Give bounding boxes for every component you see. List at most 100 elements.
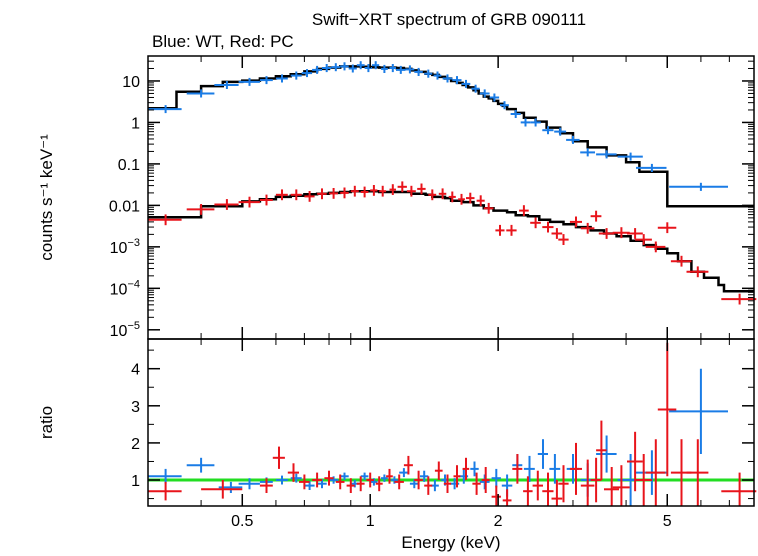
ratio-point-wt (238, 478, 260, 490)
spectrum-point-pc (542, 221, 554, 233)
ratio-point-wt (275, 475, 288, 485)
ratio-point-pc (472, 472, 481, 495)
spectrum-point-pc (495, 224, 505, 236)
spectrum-point-wt (479, 89, 490, 98)
spectrum-point-pc (275, 189, 288, 201)
spectrum-y-ticks: 10 1 0.1 0.01 10−3 10−4 10−5 (109, 55, 754, 340)
ratio-point-pc (434, 461, 443, 480)
spectrum-point-pc (635, 234, 652, 245)
ratio-y-tick-label: 1 (131, 473, 140, 490)
spectrum-point-wt (471, 84, 480, 93)
spectrum-point-pc (627, 228, 643, 239)
spectrum-point-wt (214, 81, 239, 89)
spectrum-point-pc (448, 191, 456, 203)
ratio-point-pc (386, 468, 393, 484)
ratio-point-pc (356, 476, 365, 492)
ratio-point-wt (669, 368, 728, 454)
ratio-point-pc (403, 455, 413, 475)
ratio-point-wt (186, 457, 215, 473)
ratio-point-pc (580, 459, 595, 506)
spectrum-point-pc (438, 188, 447, 200)
ratio-point-pc (462, 457, 470, 480)
spectrum-point-wt (301, 69, 313, 78)
ratio-point-wt (523, 455, 535, 482)
spectrum-point-wt (520, 118, 531, 127)
ratio-point-pc (657, 342, 677, 477)
spectrum-point-wt (372, 61, 380, 70)
spectrum-point-pc (721, 293, 757, 305)
ratio-y-tick-label: 3 (131, 399, 140, 416)
spectrum-point-pc (598, 228, 615, 239)
spectrum-point-wt (259, 76, 273, 85)
spectrum-point-wt (580, 148, 595, 157)
ratio-point-pc (491, 485, 501, 506)
spectrum-point-pc (329, 188, 338, 199)
spectrum-point-pc (340, 187, 349, 199)
spectrum-y-tick-label: 10−4 (110, 278, 140, 298)
spectrum-point-pc (238, 196, 260, 208)
spectrum-x-ticks (147, 56, 755, 339)
model-curve-pc (148, 189, 754, 293)
ratio-point-wt (596, 435, 617, 473)
spectrum-point-pc (417, 183, 426, 195)
ratio-x-ticks: 0.5 1 2 5 (147, 339, 755, 530)
spectrum-point-pc (317, 188, 327, 200)
spectrum-point-wt (530, 118, 541, 127)
ratio-point-wt (340, 472, 349, 480)
ratio-point-pc (612, 465, 630, 506)
spectrum-point-pc (397, 181, 407, 193)
ratio-point-pc (523, 476, 533, 506)
ratio-point-pc (375, 476, 383, 492)
ratio-point-pc (532, 470, 543, 501)
spectrum-point-wt (340, 62, 349, 71)
spectrum-point-wt (461, 79, 471, 88)
spectrum-point-wt (381, 64, 388, 73)
spectrum-point-wt (322, 64, 332, 73)
chart-title: Swift−XRT spectrum of GRB 090111 (312, 10, 586, 29)
x-axis-label: Energy (keV) (401, 533, 500, 552)
ratio-point-wt (549, 454, 561, 484)
spectrum-point-wt (148, 105, 182, 114)
ratio-y-axis-label: ratio (37, 406, 56, 439)
spectrum-point-pc (466, 192, 475, 204)
ratio-point-pc (148, 481, 182, 501)
spectrum-point-wt (500, 101, 509, 110)
spectrum-point-pc (506, 224, 517, 236)
spectrum-point-pc (483, 202, 494, 214)
spectrum-point-pc (350, 185, 359, 197)
spectrum-y-tick-label: 1 (131, 115, 140, 132)
ratio-point-pc (335, 474, 345, 490)
spectrum-y-tick-label: 10−5 (110, 320, 140, 340)
ratio-point-pc (502, 489, 512, 506)
spectrum-y-tick-label: 0.1 (118, 157, 140, 174)
spectrum-y-tick-label: 10 (122, 74, 140, 91)
spectrum-point-pc (304, 191, 315, 202)
ratio-point-wt (381, 474, 388, 482)
ratio-point-pc (424, 476, 433, 495)
ratio-point-pc (312, 472, 322, 488)
spectrum-point-pc (476, 195, 485, 207)
ratio-point-pc (481, 467, 490, 493)
ratio-y-tick-label: 4 (131, 362, 140, 379)
spectrum-point-wt (596, 150, 617, 159)
spectrum-y-axis-label: counts s⁻¹ keV⁻¹ (37, 134, 56, 261)
spectrum-point-wt (542, 126, 554, 135)
ratio-point-pc (324, 470, 334, 486)
spectrum-point-pc (530, 217, 541, 229)
ratio-point-pc (287, 463, 299, 482)
ratio-point-pc (686, 439, 709, 506)
model-curve-wt (148, 65, 754, 208)
ratio-y-ticks: 1 2 3 4 (131, 349, 754, 500)
spectrum-point-wt (554, 127, 567, 136)
ratio-point-wt (491, 468, 501, 488)
ratio-point-pc (272, 446, 285, 469)
ratio-point-wt (420, 470, 429, 482)
spectrum-point-pc (148, 214, 182, 226)
spectrum-point-pc (569, 216, 582, 228)
x-tick-label: 2 (494, 513, 503, 530)
spectrum-point-pc (259, 194, 273, 206)
spectrum-point-pc (551, 228, 563, 239)
model-curves (148, 65, 754, 293)
ratio-point-wt (360, 472, 369, 480)
spectrum-point-wt (414, 67, 423, 76)
